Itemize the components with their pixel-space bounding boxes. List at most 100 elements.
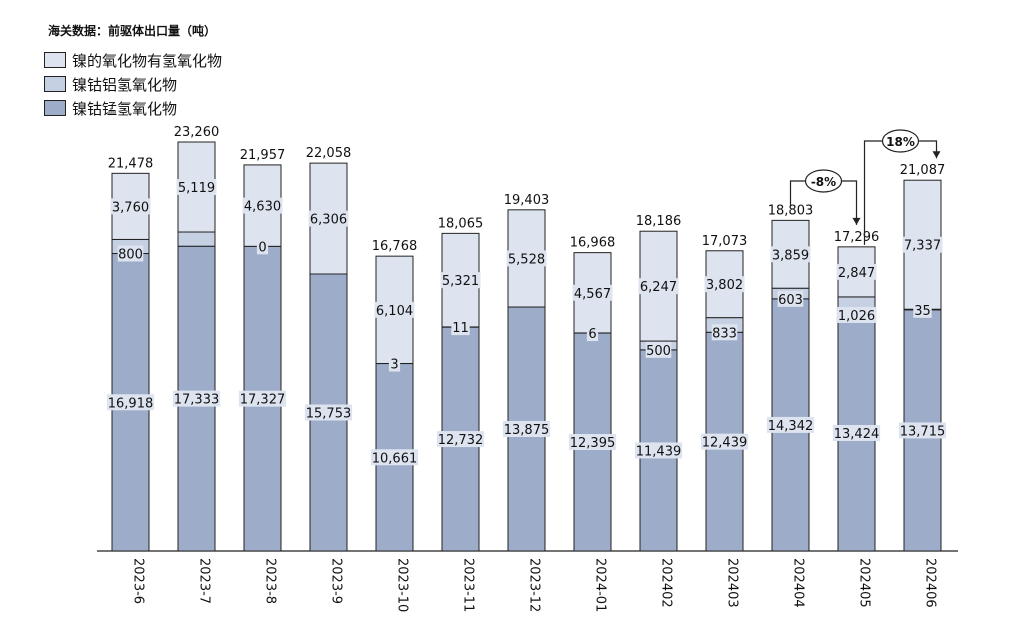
data-label-bg (256, 238, 269, 255)
data-label-bg (902, 236, 943, 253)
data-label-bottom: 12,732 (438, 433, 484, 448)
data-label-middle: 11 (452, 321, 469, 336)
data-label-bg (913, 301, 932, 318)
data-label-middle: 500 (646, 344, 671, 359)
annotation-arrowhead (852, 217, 861, 225)
data-label-top: 3,859 (772, 248, 809, 263)
data-label-bg (711, 324, 738, 341)
annotation-label: -8% (811, 175, 836, 189)
annotation-bubble (804, 169, 843, 193)
data-label-bg (572, 284, 613, 301)
total-label: 16,768 (372, 239, 418, 254)
data-label-bottom: 17,333 (174, 393, 220, 408)
total-label: 17,073 (702, 234, 748, 249)
total-label: 21,957 (240, 148, 286, 163)
legend-label: 镍的氧化物有氢氧化物 (72, 51, 223, 70)
data-label-bottom: 14,342 (768, 419, 814, 434)
data-label-bottom: 12,395 (570, 436, 616, 451)
legend-swatch-middle (44, 76, 66, 92)
data-label-bg (634, 442, 683, 459)
data-label-bottom: 10,661 (372, 451, 418, 466)
data-label-middle: 3 (390, 358, 398, 373)
x-tick-label: 2023-11 (461, 558, 476, 612)
data-label-bg (436, 431, 485, 448)
data-label-bg (766, 416, 815, 433)
data-label-bg (370, 449, 419, 466)
total-label: 17,296 (834, 230, 880, 245)
legend-swatch-top (44, 52, 66, 68)
x-tick-label: 2023-10 (395, 558, 410, 612)
data-label-bottom: 11,439 (636, 444, 682, 459)
legend-item-nickel-oxide: 镍的氧化物有氢氧化物 (44, 48, 222, 72)
data-label-middle: 833 (712, 326, 737, 341)
total-label: 16,968 (570, 236, 616, 251)
data-label-bg (374, 301, 415, 318)
data-label-top: 6,247 (640, 280, 677, 295)
data-label-bg (110, 198, 151, 215)
data-label-bg (172, 390, 221, 407)
x-tick-label: 2023-6 (131, 558, 146, 604)
data-label-bottom: 13,424 (834, 427, 880, 442)
total-label: 19,403 (504, 193, 550, 208)
total-label: 22,058 (306, 146, 352, 161)
data-label-middle: 6 (588, 327, 596, 342)
x-tick-label: 2024-01 (593, 558, 608, 612)
data-label-top: 5,321 (442, 274, 479, 289)
data-label-bg (388, 355, 401, 372)
data-label-bg (117, 245, 144, 262)
legend-item-nca: 镍钴铝氢氧化物 (44, 72, 222, 96)
data-label-bottom: 15,753 (306, 407, 352, 422)
data-label-top: 3,760 (112, 200, 149, 215)
legend-label: 镍钴铝氢氧化物 (72, 75, 178, 94)
data-label-bg (242, 197, 283, 214)
data-label-bg (586, 325, 599, 342)
total-label: 21,087 (900, 163, 946, 178)
data-label-bg (238, 390, 287, 407)
x-tick-label: 2023-12 (527, 558, 542, 612)
x-tick-label: 202405 (857, 558, 872, 608)
data-label-top: 6,104 (376, 304, 413, 319)
data-label-bg (777, 290, 804, 307)
data-label-bg (106, 394, 155, 411)
bar-segment-middle (177, 231, 216, 247)
data-label-top: 5,528 (508, 252, 545, 267)
data-label-top: 4,567 (574, 287, 611, 302)
x-tick-label: 2023-8 (263, 558, 278, 604)
data-label-bg (898, 422, 947, 439)
data-label-bg (836, 263, 877, 280)
x-tick-label: 2023-7 (197, 558, 212, 604)
total-label: 21,478 (108, 156, 154, 171)
data-label-top: 2,847 (838, 266, 875, 281)
data-label-bg (832, 424, 881, 441)
x-tick-label: 202403 (725, 558, 740, 608)
data-label-bottom: 13,715 (900, 424, 946, 439)
data-label-bottom: 17,327 (240, 393, 286, 408)
data-label-bg (836, 306, 877, 323)
x-tick-label: 2023-9 (329, 558, 344, 604)
total-label: 23,260 (174, 125, 220, 140)
x-tick-label: 202406 (923, 558, 938, 608)
data-label-bg (308, 210, 349, 227)
chart-title: 海关数据：前驱体出口量（吨） (48, 24, 217, 38)
data-label-top: 5,119 (178, 181, 215, 196)
annotation-arrowhead (932, 151, 941, 159)
x-tick-label: 202404 (791, 558, 806, 608)
legend-swatch-bottom (44, 100, 66, 116)
data-label-top: 6,306 (310, 213, 347, 228)
legend-label: 镍钴锰氢氧化物 (72, 99, 178, 118)
data-label-bg (176, 179, 217, 196)
data-label-bg (502, 421, 551, 438)
data-label-bg (704, 276, 745, 293)
data-label-middle: 603 (778, 293, 803, 308)
data-label-bottom: 12,439 (702, 436, 748, 451)
data-label-bg (700, 433, 749, 450)
data-label-bg (638, 278, 679, 295)
annotation-label: 18% (886, 135, 915, 149)
data-label-bg (440, 272, 481, 289)
data-label-bg (770, 246, 811, 263)
data-label-bg (568, 434, 617, 451)
legend: 镍的氧化物有氢氧化物 镍钴铝氢氧化物 镍钴锰氢氧化物 (44, 48, 222, 120)
data-label-middle: 35 (914, 304, 931, 319)
annotation-bubble (881, 129, 920, 153)
